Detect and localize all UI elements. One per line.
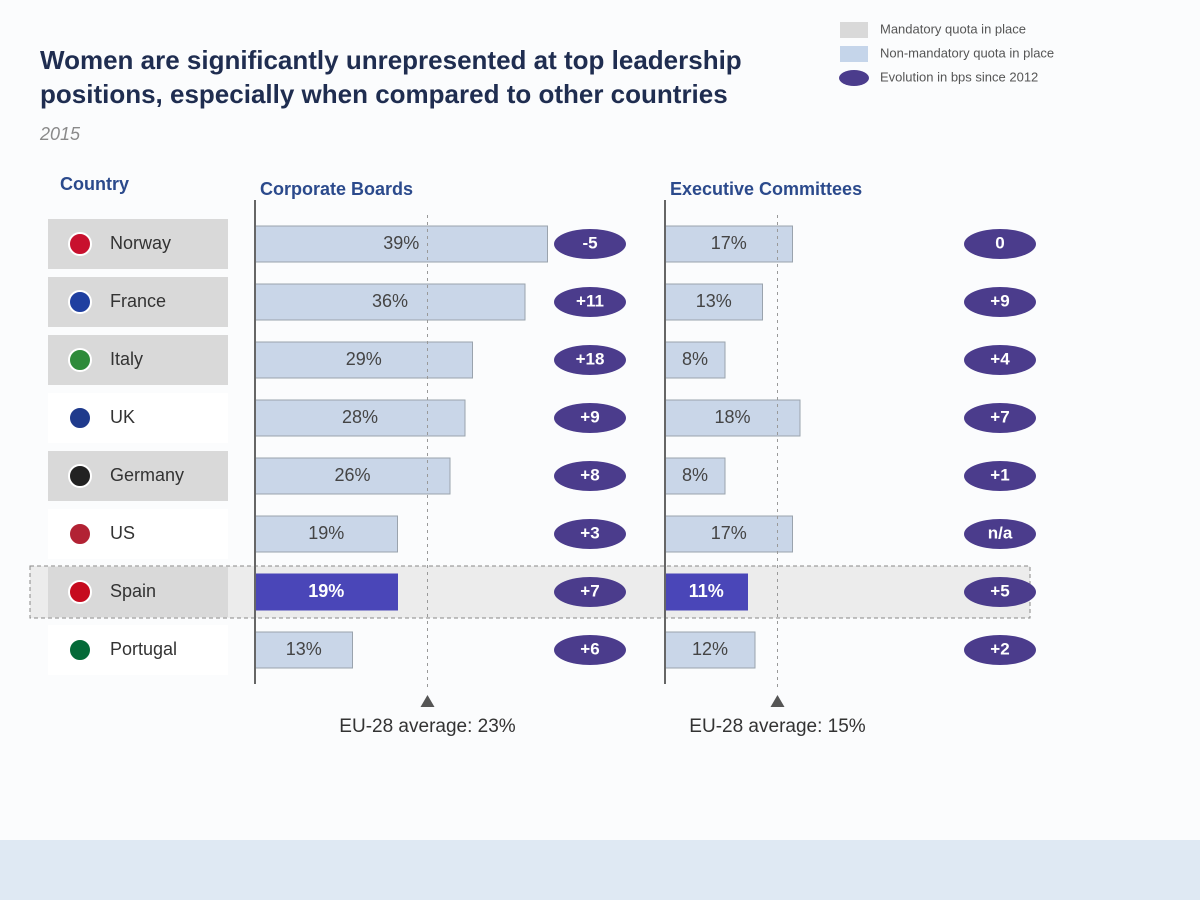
evolution-label: n/a <box>988 523 1013 542</box>
value-label: 13% <box>696 291 732 311</box>
value-label: 8% <box>682 349 708 369</box>
bar <box>254 341 473 379</box>
evolution-label: +9 <box>580 407 599 426</box>
flag <box>68 580 92 604</box>
bar <box>254 283 526 321</box>
evolution-label: +9 <box>990 291 1009 310</box>
value-label: 28% <box>342 407 378 427</box>
bar <box>664 573 748 611</box>
flag <box>68 406 92 430</box>
bar <box>664 225 793 263</box>
evolution-label: 0 <box>995 233 1004 252</box>
average-marker <box>420 695 435 707</box>
evolution-badge <box>964 229 1036 259</box>
evolution-label: +2 <box>990 639 1009 658</box>
chart-title: Corporate Boards <box>260 179 413 199</box>
bar <box>254 573 398 611</box>
flag <box>68 290 92 314</box>
bar <box>664 457 726 495</box>
flag <box>68 522 92 546</box>
country-label: Portugal <box>110 639 177 659</box>
value-label: 17% <box>711 233 747 253</box>
value-label: 39% <box>383 233 419 253</box>
bar <box>254 225 548 263</box>
value-label: 19% <box>308 581 344 601</box>
flag <box>68 638 92 662</box>
flag <box>68 348 92 372</box>
legend-swatch <box>839 70 869 86</box>
legend-label: Mandatory quota in place <box>880 21 1026 36</box>
average-label: EU-28 average: 23% <box>339 716 515 737</box>
evolution-badge <box>554 461 626 491</box>
value-label: 19% <box>308 523 344 543</box>
flag <box>68 232 92 256</box>
slide-footer-band <box>0 840 1200 900</box>
evolution-label: -5 <box>582 233 597 252</box>
country-label: Norway <box>110 233 171 253</box>
average-marker <box>770 695 785 707</box>
evolution-label: +3 <box>580 523 599 542</box>
evolution-badge <box>964 519 1036 549</box>
evolution-label: +5 <box>990 581 1009 600</box>
evolution-badge <box>964 577 1036 607</box>
bar <box>254 631 353 669</box>
evolution-label: +11 <box>576 291 604 310</box>
value-label: 8% <box>682 465 708 485</box>
evolution-badge <box>964 287 1036 317</box>
bar <box>254 399 466 437</box>
country-label: Italy <box>110 349 143 369</box>
evolution-badge <box>964 403 1036 433</box>
evolution-badge <box>554 345 626 375</box>
evolution-badge <box>554 229 626 259</box>
evolution-label: +8 <box>580 465 599 484</box>
country-label: France <box>110 291 166 311</box>
value-label: 29% <box>346 349 382 369</box>
value-label: 11% <box>689 581 724 601</box>
evolution-label: +1 <box>990 465 1009 484</box>
column-header: Country <box>60 174 129 194</box>
evolution-badge <box>964 635 1036 665</box>
value-label: 12% <box>692 639 728 659</box>
evolution-badge <box>554 577 626 607</box>
country-label: UK <box>110 407 135 427</box>
value-label: 17% <box>711 523 747 543</box>
legend-swatch <box>840 46 868 62</box>
country-label: Germany <box>110 465 184 485</box>
title-line: Women are significantly unrepresented at… <box>40 45 742 75</box>
legend-swatch <box>840 22 868 38</box>
evolution-label: +18 <box>576 349 605 368</box>
evolution-label: +6 <box>580 639 599 658</box>
evolution-badge <box>964 345 1036 375</box>
evolution-badge <box>554 519 626 549</box>
chart-title: Executive Committees <box>670 179 862 199</box>
bar <box>254 457 451 495</box>
average-label: EU-28 average: 15% <box>689 716 865 737</box>
evolution-label: +7 <box>580 581 599 600</box>
evolution-label: +4 <box>990 349 1010 368</box>
title-line: positions, especially when compared to o… <box>40 79 728 109</box>
flag <box>68 464 92 488</box>
evolution-label: +7 <box>990 407 1009 426</box>
bar <box>664 341 726 379</box>
evolution-badge <box>964 461 1036 491</box>
country-label: US <box>110 523 135 543</box>
subtitle: 2015 <box>39 124 81 144</box>
evolution-badge <box>554 403 626 433</box>
value-label: 13% <box>286 639 322 659</box>
legend-label: Non-mandatory quota in place <box>880 45 1054 60</box>
value-label: 26% <box>334 465 370 485</box>
evolution-badge <box>554 635 626 665</box>
country-label: Spain <box>110 581 156 601</box>
legend-label: Evolution in bps since 2012 <box>880 69 1038 84</box>
value-label: 18% <box>714 407 750 427</box>
bar <box>254 515 398 553</box>
bar <box>664 283 763 321</box>
evolution-badge <box>554 287 626 317</box>
value-label: 36% <box>372 291 408 311</box>
